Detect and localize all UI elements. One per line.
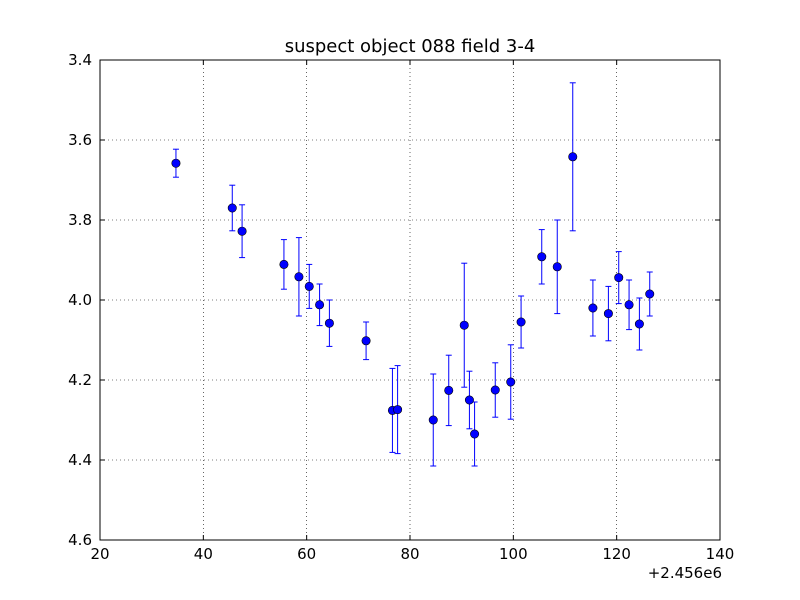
data-point (444, 385, 454, 395)
y-tick-label: 3.4 (68, 51, 92, 69)
x-tick-label: 120 (602, 545, 631, 563)
data-point (645, 289, 655, 299)
data-point (315, 300, 325, 310)
y-tick-label: 3.8 (68, 211, 92, 229)
data-points (171, 152, 655, 439)
data-point (506, 377, 516, 387)
data-point (294, 272, 304, 282)
y-tick-label: 4.6 (68, 531, 92, 549)
data-point (428, 415, 438, 425)
data-point (552, 262, 562, 272)
data-point (393, 405, 403, 415)
data-point (516, 317, 526, 327)
axis-ticks: 20 40 60 80 100 120 140 3.4 3.6 3.8 4.0 4.2 4.4 4.6 (68, 51, 734, 563)
data-point (361, 336, 371, 346)
data-point (568, 152, 578, 162)
data-point (588, 303, 598, 313)
data-point (614, 273, 624, 283)
y-tick-label: 4.2 (68, 371, 92, 389)
data-point (470, 429, 480, 439)
data-point (490, 385, 500, 395)
data-point (279, 259, 289, 269)
y-tick-label: 4.0 (68, 291, 92, 309)
x-tick-label: 100 (499, 545, 528, 563)
data-point (624, 300, 634, 310)
x-tick-label: 60 (297, 545, 316, 563)
grid-lines (100, 60, 720, 540)
y-tick-label: 4.4 (68, 451, 92, 469)
data-point (227, 203, 237, 213)
data-point (603, 309, 613, 319)
x-tick-label: 40 (194, 545, 213, 563)
data-point (237, 226, 247, 236)
data-point (171, 158, 181, 168)
data-point (634, 319, 644, 329)
data-point (537, 252, 547, 262)
chart-title: suspect object 088 field 3-4 (285, 36, 536, 57)
data-point (464, 395, 474, 405)
x-tick-label: 80 (400, 545, 419, 563)
x-tick-label: 140 (706, 545, 735, 563)
data-point (304, 281, 314, 291)
plot-frame (99, 59, 721, 541)
x-offset-label: +2.456e6 (648, 564, 722, 582)
data-point (324, 318, 334, 328)
data-point (459, 320, 469, 330)
x-tick-label: 20 (90, 545, 109, 563)
y-tick-label: 3.6 (68, 131, 92, 149)
